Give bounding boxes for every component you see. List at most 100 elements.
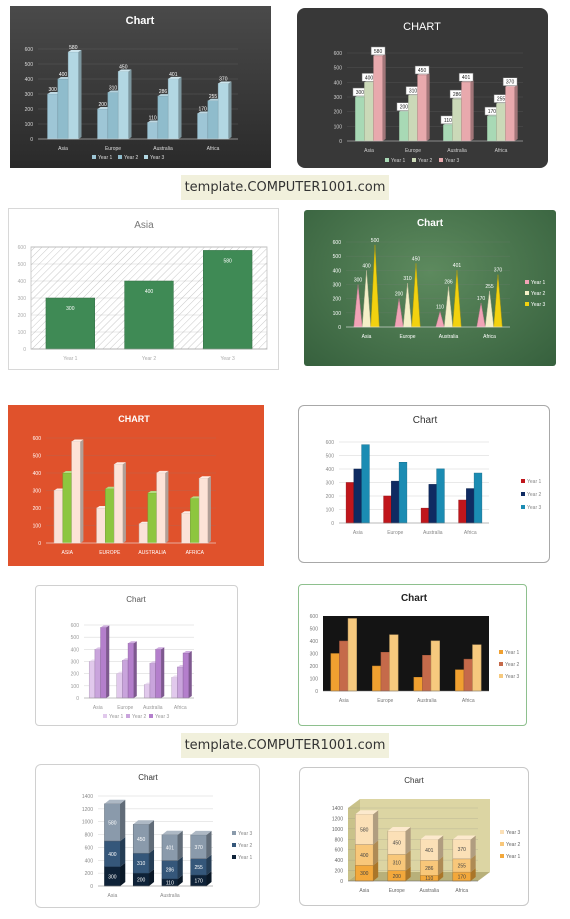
bar <box>138 523 149 544</box>
data-label: 170 <box>458 875 467 881</box>
data-label: 400 <box>362 263 371 269</box>
chart-7-panel: Chart 0 100 200 300 400 500 600 Asia Europe Austra… <box>35 585 238 726</box>
y-tick-label: 100 <box>334 124 343 130</box>
bar <box>45 297 95 350</box>
y-tick-label: 300 <box>310 652 319 658</box>
data-label: 110 <box>149 116 157 122</box>
data-label: 370 <box>458 847 467 853</box>
legend-label: Year 2 <box>132 714 146 720</box>
x-tick-label: Australia <box>417 698 437 704</box>
y-tick-label: 400 <box>85 858 94 864</box>
bar <box>96 507 106 544</box>
bar-side <box>470 868 476 881</box>
chart-title: CHART <box>403 21 441 33</box>
y-tick-label: 100 <box>310 677 319 683</box>
bar-side <box>228 81 232 139</box>
chart-title: Chart <box>404 776 424 785</box>
bar <box>330 653 340 692</box>
bar <box>380 652 390 692</box>
bar-cone <box>484 290 495 328</box>
data-label: 450 <box>137 837 146 843</box>
bar-side <box>426 73 430 141</box>
bar <box>422 655 432 692</box>
bar-top <box>452 835 476 840</box>
y-tick-label: 0 <box>315 689 318 695</box>
y-tick-label: 500 <box>326 454 335 460</box>
legend-swatch <box>92 155 96 159</box>
bar-side <box>405 826 411 855</box>
bar <box>57 78 69 140</box>
data-label-box <box>370 46 386 56</box>
data-label: 255 <box>209 94 218 100</box>
legend-label: Year 3 <box>506 830 520 836</box>
bar <box>389 634 399 692</box>
bar <box>399 111 409 142</box>
legend-swatch <box>385 158 389 162</box>
bar <box>203 250 253 350</box>
x-tick-label: Africa <box>207 146 220 152</box>
bar-side <box>514 84 518 141</box>
site-banner-2: template.COMPUTER1001.com <box>181 733 389 758</box>
bar-top <box>47 92 61 94</box>
legend-swatch <box>500 854 504 858</box>
bar-side <box>470 80 474 141</box>
x-tick-label: Australia <box>423 530 443 536</box>
bar <box>463 658 473 692</box>
legend-label: Year 2 <box>238 843 252 849</box>
bar-cone <box>353 284 363 328</box>
legend-swatch <box>103 714 107 718</box>
bar-top <box>107 90 122 93</box>
data-label: 580 <box>69 45 78 51</box>
y-tick-label: 100 <box>326 508 335 514</box>
bar <box>339 640 349 692</box>
data-label: 400 <box>360 853 369 859</box>
bar <box>100 627 107 699</box>
bar-top <box>68 50 82 52</box>
legend-label: Year 3 <box>505 674 519 680</box>
data-label: 310 <box>137 861 146 867</box>
legend-swatch <box>521 479 525 483</box>
data-label: 300 <box>356 90 365 96</box>
bar-cone <box>411 263 421 328</box>
y-tick-label: 1200 <box>332 816 343 822</box>
y-tick-label: 800 <box>85 833 94 839</box>
y-tick-label: 200 <box>71 672 80 678</box>
y-tick-label: 400 <box>326 467 335 473</box>
data-label: 286 <box>453 92 462 98</box>
bar <box>391 480 400 524</box>
chart-6-svg: Chart 0 100 200 300 400 500 600 Asia Europe Austra… <box>326 415 542 536</box>
y-tick-label: 200 <box>85 871 94 877</box>
data-label: 200 <box>98 102 107 108</box>
bar-side <box>206 871 212 886</box>
data-label: 300 <box>354 278 363 284</box>
data-label: 300 <box>48 87 57 93</box>
data-label: 580 <box>374 49 383 55</box>
legend-label: Year 3 <box>445 158 459 164</box>
bar-side <box>149 869 155 886</box>
x-tick-label: Year 2 <box>142 356 156 362</box>
bar-side <box>438 856 444 876</box>
y-tick-label: 600 <box>310 614 319 620</box>
bar <box>62 472 72 544</box>
legend-label: Year 1 <box>238 855 252 861</box>
legend-label: Year 2 <box>418 158 432 164</box>
y-tick-label: 0 <box>90 884 93 890</box>
x-tick-label: AFRICA <box>186 550 205 556</box>
chart-9-panel: Chart 0 200 400 600 800 1000 1200 1400 Asia Austra… <box>35 764 260 908</box>
bar <box>461 81 471 142</box>
x-tick-label: Africa <box>483 334 496 340</box>
bar <box>122 660 129 699</box>
bar-side <box>133 641 137 698</box>
chart-3-panel: Asia 0 100 200 300 400 500 600 Year 1 Year 2 Year … <box>8 208 279 370</box>
y-tick-label: 500 <box>18 262 27 268</box>
site-banner: template.COMPUTER1001.com <box>181 175 389 200</box>
bar-side <box>405 850 411 871</box>
bar-top <box>355 810 379 815</box>
bar-top <box>168 76 182 79</box>
data-label: 110 <box>166 880 174 886</box>
bar-side <box>177 874 183 886</box>
bar <box>417 74 427 142</box>
y-tick-label: 600 <box>25 47 34 53</box>
legend-label: Year 1 <box>505 650 519 656</box>
bar <box>443 124 453 142</box>
